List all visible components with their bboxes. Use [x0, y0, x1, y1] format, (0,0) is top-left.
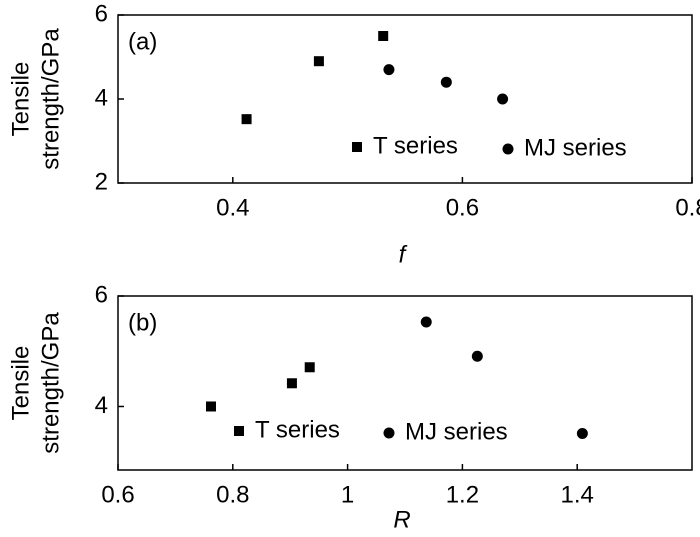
y-tick-label: 4 [95, 84, 108, 111]
y-axis-label: Tensile [7, 62, 34, 137]
point [576, 428, 588, 440]
x-axis-label: R [393, 506, 410, 533]
legend-marker [352, 142, 362, 152]
y-axis-label: strength/GPa [37, 28, 64, 170]
point [378, 31, 389, 41]
x-axis-label: f [399, 241, 408, 268]
legend-label: T series [373, 132, 458, 159]
panel-label: (b) [128, 309, 157, 336]
x-tick-label: 0.6 [446, 194, 479, 221]
point [286, 378, 297, 389]
point [440, 76, 452, 88]
legend-label: T series [255, 416, 340, 443]
point [241, 114, 252, 125]
y-tick-label: 2 [95, 168, 108, 195]
y-axis-label: Tensile [7, 346, 34, 421]
point [497, 93, 509, 105]
legend-label: MJ series [524, 134, 627, 161]
x-tick-label: 0.8 [216, 481, 249, 508]
point [420, 316, 432, 328]
y-tick-label: 6 [95, 0, 108, 27]
point [471, 350, 483, 362]
legend-marker [383, 427, 395, 439]
x-tick-label: 0.4 [216, 194, 249, 221]
x-tick-label: 1.4 [561, 481, 594, 508]
x-tick-label: 1.2 [446, 481, 479, 508]
point [313, 56, 324, 67]
legend-label: MJ series [405, 418, 508, 445]
x-tick-label: 0.8 [675, 194, 700, 221]
point [205, 401, 216, 412]
y-axis-label: strength/GPa [37, 312, 64, 454]
y-tick-label: 4 [95, 392, 108, 419]
panel-label: (a) [128, 28, 157, 55]
legend-marker [234, 426, 244, 436]
y-tick-label: 6 [95, 281, 108, 308]
point [383, 64, 395, 76]
x-tick-label: 1 [341, 481, 354, 508]
plot-frame [117, 295, 693, 471]
point [304, 362, 315, 373]
legend-marker [502, 143, 514, 155]
x-tick-label: 0.6 [101, 481, 134, 508]
